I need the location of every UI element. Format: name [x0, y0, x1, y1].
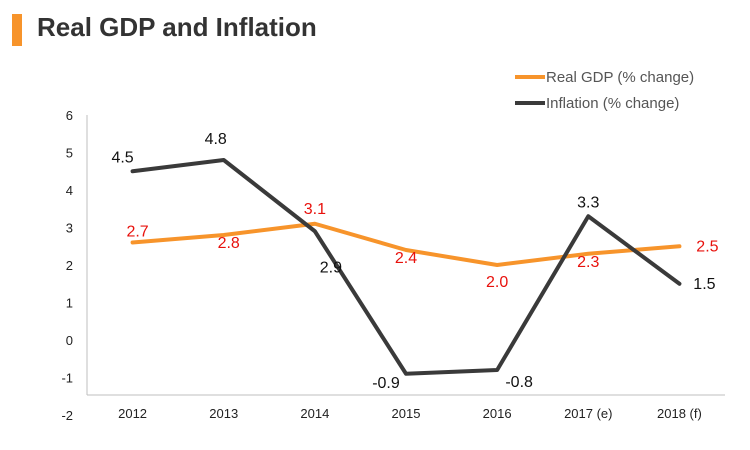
data-labels: 2.7 2.8 3.1 2.4 2.0 2.3 2.5 4.5 4.8 2.9 -0.9 -0.8 3.…	[111, 131, 718, 392]
series-lines	[130, 158, 682, 376]
data-label: 2.3	[577, 254, 599, 271]
y-tick-label: -1	[61, 371, 73, 386]
y-tick-labels: 6 5 4 3 2 1 0 -1 -2	[61, 108, 73, 423]
x-tick-label: 2017 (e)	[564, 406, 612, 421]
axes	[86, 115, 725, 396]
data-label: 2.5	[696, 238, 718, 255]
data-label: 4.8	[205, 131, 227, 148]
y-tick-label: 5	[66, 146, 73, 161]
data-label: 4.5	[111, 149, 133, 166]
y-tick-label: 2	[66, 258, 73, 273]
y-tick-label: 4	[66, 183, 73, 198]
title-accent-bar	[12, 14, 22, 46]
data-label: 2.8	[218, 235, 240, 252]
y-tick-label: 1	[66, 296, 73, 311]
legend-label: Real GDP (% change)	[546, 69, 694, 86]
y-tick-label: -2	[61, 408, 73, 423]
y-tick-label: 6	[66, 108, 73, 123]
data-label: 2.7	[126, 224, 148, 241]
series-line-inflation	[130, 158, 682, 376]
x-tick-label: 2015	[392, 406, 421, 421]
x-tick-label: 2018 (f)	[657, 406, 702, 421]
data-label: 3.1	[304, 201, 326, 218]
y-tick-label: 3	[66, 221, 73, 236]
legend: Real GDP (% change) Inflation (% change)	[515, 69, 694, 112]
legend-label: Inflation (% change)	[546, 95, 679, 112]
data-label: 1.5	[693, 276, 715, 293]
data-label: -0.9	[372, 375, 400, 392]
x-tick-label: 2012	[118, 406, 147, 421]
x-tick-label: 2016	[483, 406, 512, 421]
x-tick-labels: 2012 2013 2014 2015 2016 2017 (e) 2018 (f)	[118, 406, 702, 421]
chart-title: Real GDP and Inflation	[37, 12, 317, 42]
y-tick-label: 0	[66, 333, 73, 348]
series-line-real-gdp	[130, 221, 682, 267]
data-label: 2.4	[395, 250, 417, 267]
x-tick-label: 2014	[300, 406, 329, 421]
x-tick-label: 2013	[209, 406, 238, 421]
data-label: 3.3	[577, 194, 599, 211]
data-label: -0.8	[505, 374, 533, 391]
data-label: 2.9	[320, 259, 342, 276]
data-label: 2.0	[486, 274, 508, 291]
